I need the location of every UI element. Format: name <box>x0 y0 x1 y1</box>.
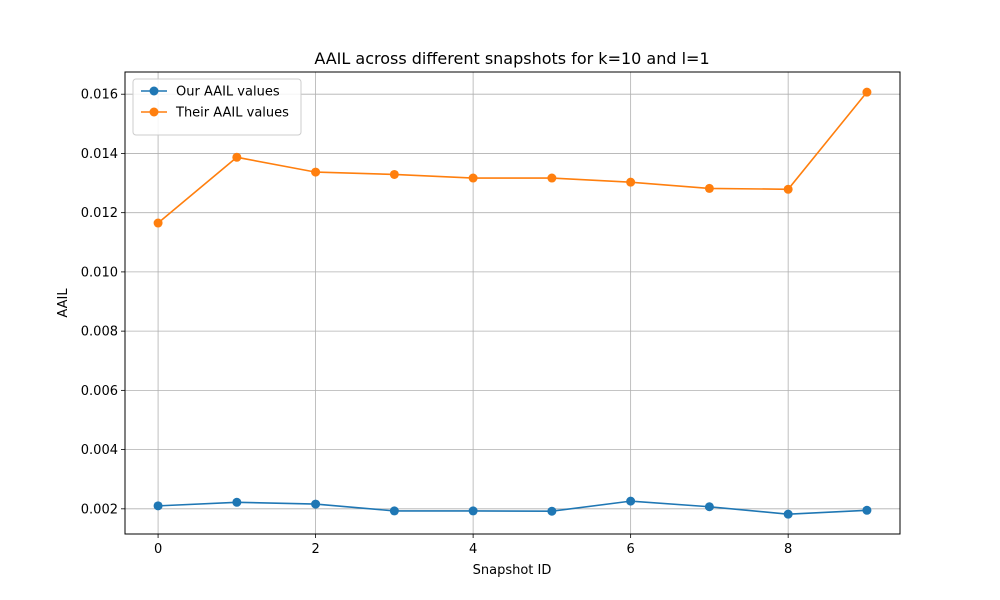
x-tick-label: 6 <box>626 542 634 557</box>
data-point <box>626 177 636 187</box>
ticks: 0 2 4 6 8 0.002 0.004 0.006 0.008 0.010 0.012 0.014… <box>81 88 793 557</box>
data-point <box>153 218 163 228</box>
data-point <box>468 506 478 516</box>
y-tick-label: 0.006 <box>81 384 118 399</box>
data-point <box>783 184 793 194</box>
data-point <box>232 152 242 162</box>
x-axis-label: Snapshot ID <box>473 563 552 578</box>
y-axis-label: AAIL <box>56 288 71 318</box>
grid <box>125 72 900 534</box>
data-point <box>547 506 557 516</box>
y-tick-label: 0.002 <box>81 502 118 517</box>
data-point <box>626 496 636 506</box>
series-line-1 <box>157 91 868 224</box>
plot-frame <box>124 71 901 535</box>
x-tick-label: 0 <box>154 542 162 557</box>
y-tick-label: 0.016 <box>81 88 118 103</box>
legend-label: Their AAIL values <box>175 106 289 121</box>
series-line-0 <box>158 500 867 515</box>
data-point <box>232 497 242 507</box>
y-tick-label: 0.010 <box>81 265 118 280</box>
data-point <box>311 167 321 177</box>
data-point <box>468 173 478 183</box>
legend-box <box>132 78 302 136</box>
legend: Our AAIL values Their AAIL values <box>132 78 302 136</box>
series-layer <box>153 87 872 519</box>
data-point <box>862 505 872 515</box>
data-point <box>389 169 399 179</box>
chart-title: AAIL across different snapshots for k=10… <box>314 49 709 68</box>
y-tick-label: 0.014 <box>81 147 118 162</box>
legend-marker <box>149 86 159 96</box>
y-tick-label: 0.004 <box>81 443 118 458</box>
legend-marker <box>149 107 159 117</box>
data-point <box>547 173 557 183</box>
data-point <box>783 509 793 519</box>
data-point <box>311 499 321 509</box>
data-point <box>389 506 399 516</box>
y-tick-label: 0.012 <box>81 206 118 221</box>
x-tick-label: 4 <box>469 542 477 557</box>
y-tick-label: 0.008 <box>81 325 118 340</box>
data-point <box>704 183 714 193</box>
data-point <box>153 501 163 511</box>
x-tick-label: 8 <box>784 542 792 557</box>
legend-label: Our AAIL values <box>176 85 280 100</box>
x-tick-label: 2 <box>311 542 319 557</box>
data-point <box>704 502 714 512</box>
data-point <box>862 87 872 97</box>
